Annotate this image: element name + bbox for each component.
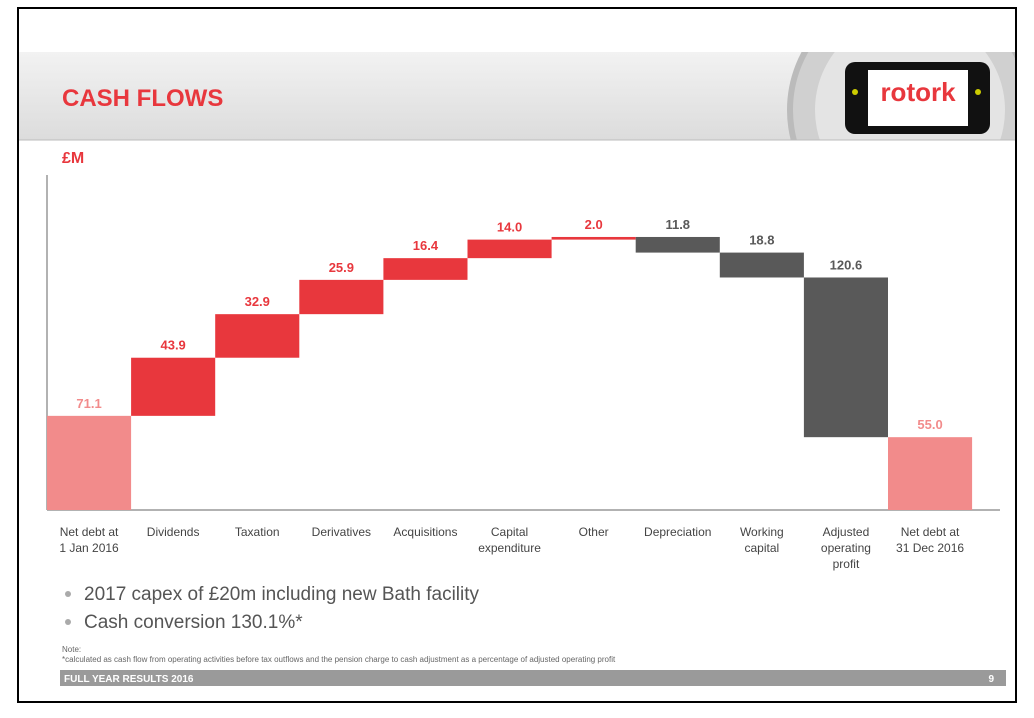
bar [383,258,468,280]
data-label: 43.9 [160,338,185,353]
footer-text: FULL YEAR RESULTS 2016 [64,674,194,685]
data-label: 32.9 [245,294,270,309]
x-tick-label: Dividends [146,525,200,539]
bullet: 2017 capex of £20m including new Bath fa… [84,584,480,605]
logo-panel [868,70,968,126]
x-tick-label: Taxation [234,525,280,539]
bullet: Cash conversion 130.1%* [84,612,303,633]
page-number: 9 [988,674,994,685]
x-tick-label: Other [578,525,609,539]
note-heading: Note: [62,645,81,654]
bullet-dot [65,591,71,597]
data-label: 18.8 [749,233,774,248]
bar [47,415,132,510]
data-label: 2.0 [585,217,603,232]
data-label: 55.0 [917,417,942,432]
data-label: 16.4 [413,238,439,253]
data-label: 11.8 [665,217,690,232]
x-tick-label: Net debt at 31 Dec 2016 [896,525,965,555]
footer-bar [60,670,1006,686]
x-tick-label: Capital expenditure [478,525,541,555]
x-tick-label: Derivatives [311,525,372,539]
bar [299,279,384,315]
data-label: 25.9 [329,260,354,275]
bar [551,236,636,240]
data-label: 71.1 [76,396,101,411]
bar [803,277,888,438]
note-text: *calculated as cash flow from operating … [62,655,616,664]
x-tick-label: Net debt at 1 Jan 2016 [59,525,119,555]
bullet-dot [65,619,71,625]
bar [888,437,973,510]
bar [635,236,720,253]
bar [719,252,804,278]
bar [467,239,552,259]
bar [131,357,216,416]
x-tick-label: Working capital [739,525,784,555]
x-tick-label: Acquisitions [393,525,458,539]
slide-title: CASH FLOWS [62,85,223,112]
unit-label: £M [62,150,84,167]
bar [215,314,300,358]
x-tick-label: Adjusted operating profit [820,525,871,571]
data-label: 120.6 [830,257,863,272]
logo-text: rotork [880,77,956,107]
data-label: 14.0 [497,220,522,235]
x-tick-label: Depreciation [644,525,712,539]
